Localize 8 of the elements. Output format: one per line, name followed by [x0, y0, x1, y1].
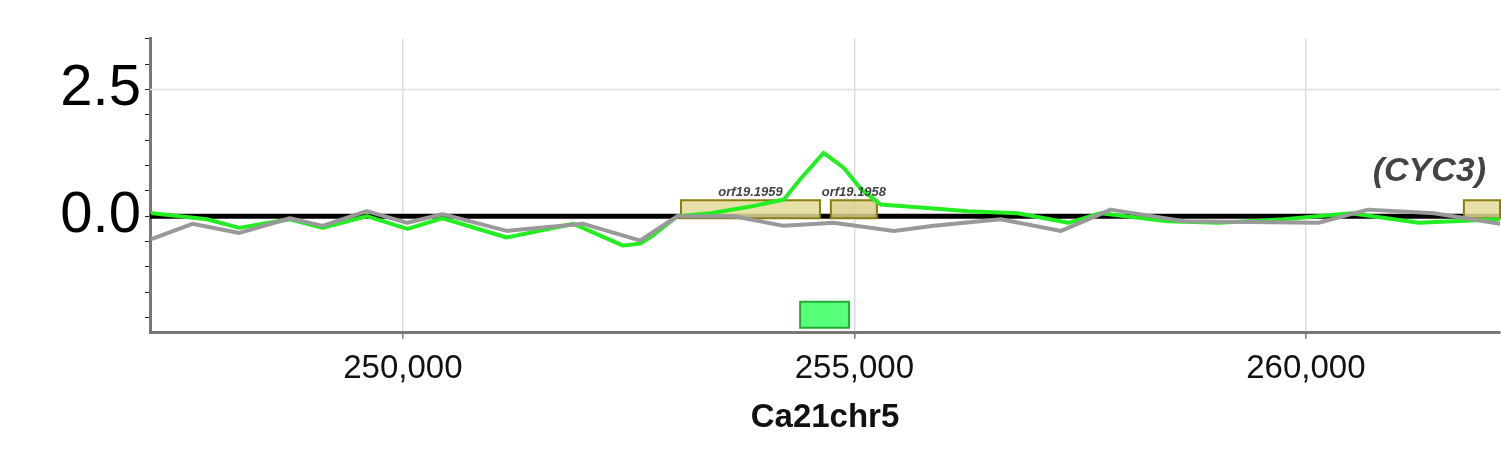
- y-tick-label: 2.5: [60, 52, 141, 118]
- x-tick-label: 250,000: [343, 347, 463, 385]
- x-tick-label: 260,000: [1246, 347, 1366, 385]
- x-tick-label: 255,000: [794, 347, 914, 385]
- y-tick-label: 0.0: [60, 179, 141, 245]
- x-axis-title: Ca21chr5: [750, 397, 900, 435]
- band-label: (CYC3): [1372, 149, 1486, 188]
- band-label: orf19.1959: [718, 184, 784, 200]
